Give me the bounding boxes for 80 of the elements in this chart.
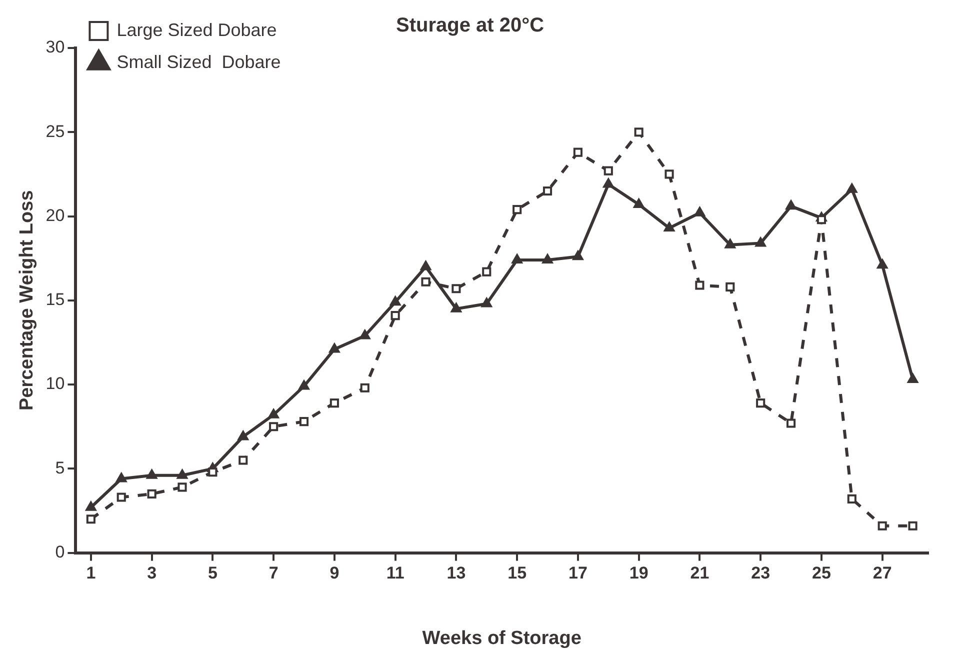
- point: [695, 280, 704, 290]
- x-tick-label: 23: [751, 564, 770, 583]
- point: [542, 186, 552, 196]
- point: [86, 501, 96, 511]
- x-tick-label: 5: [208, 564, 218, 583]
- point: [482, 267, 492, 276]
- point: [208, 467, 218, 477]
- point: [786, 418, 796, 428]
- y-tick-label: 15: [46, 290, 65, 310]
- point: [572, 250, 584, 260]
- point: [420, 260, 432, 270]
- point: [238, 456, 248, 465]
- point: [238, 430, 248, 440]
- point: [360, 330, 370, 340]
- point: [846, 183, 858, 193]
- y-axis-title: Percentage Weight Loss: [16, 190, 38, 411]
- legend-label: Small Sized Dobare: [116, 52, 281, 72]
- point: [877, 259, 888, 269]
- x-tick-label: 21: [690, 564, 710, 583]
- point: [573, 148, 582, 157]
- point: [268, 408, 279, 418]
- point: [603, 178, 614, 188]
- legend-label: Large Sized Dobare: [116, 20, 277, 40]
- point: [604, 166, 613, 176]
- y-tick-label: 5: [55, 458, 65, 478]
- point: [908, 521, 918, 530]
- point: [726, 282, 735, 292]
- point: [907, 373, 918, 383]
- point: [146, 469, 158, 479]
- point: [360, 383, 370, 392]
- point: [330, 398, 339, 408]
- point: [147, 489, 156, 498]
- point: [847, 494, 856, 504]
- x-tick-label: 25: [812, 564, 831, 583]
- point: [694, 206, 706, 216]
- y-tick-label: 0: [55, 542, 65, 562]
- point: [176, 469, 188, 479]
- point: [786, 200, 796, 210]
- x-tick-label: 15: [508, 564, 527, 583]
- y-tick-label: 20: [46, 206, 65, 225]
- x-tick-label: 17: [568, 564, 588, 583]
- y-tick-label: 25: [46, 122, 65, 141]
- x-axis-title: Weeks of Storage: [422, 628, 582, 649]
- x-tick-label: 3: [147, 564, 157, 583]
- point: [269, 422, 278, 432]
- point: [878, 521, 887, 530]
- point: [452, 284, 461, 294]
- x-tick-label: 11: [386, 564, 404, 583]
- x-tick-label: 13: [446, 564, 466, 583]
- point: [481, 298, 492, 308]
- point: [329, 343, 340, 353]
- point: [512, 205, 522, 214]
- point: [299, 417, 309, 426]
- x-tick-label: 27: [872, 564, 892, 583]
- x-tick-label: 1: [86, 564, 96, 583]
- point: [298, 380, 310, 390]
- point: [178, 482, 187, 492]
- point: [816, 215, 826, 224]
- x-tick-label: 9: [330, 564, 340, 583]
- point: [664, 170, 674, 179]
- point: [116, 472, 127, 482]
- point: [634, 198, 644, 208]
- point: [542, 254, 553, 264]
- point: [421, 277, 430, 286]
- point: [756, 398, 766, 408]
- x-tick-label: 7: [268, 564, 278, 583]
- point: [390, 296, 401, 306]
- point: [755, 237, 766, 247]
- point: [724, 238, 736, 248]
- point: [664, 222, 675, 232]
- y-tick-label: 10: [46, 374, 65, 394]
- y-tick-label: 30: [46, 38, 65, 57]
- point: [634, 128, 644, 137]
- point: [390, 311, 400, 320]
- point: [86, 514, 96, 524]
- point: [450, 302, 462, 312]
- chart-title: Sturage at 20°C: [396, 14, 544, 37]
- point: [116, 492, 126, 502]
- point: [512, 254, 522, 264]
- x-tick-label: 19: [629, 564, 648, 583]
